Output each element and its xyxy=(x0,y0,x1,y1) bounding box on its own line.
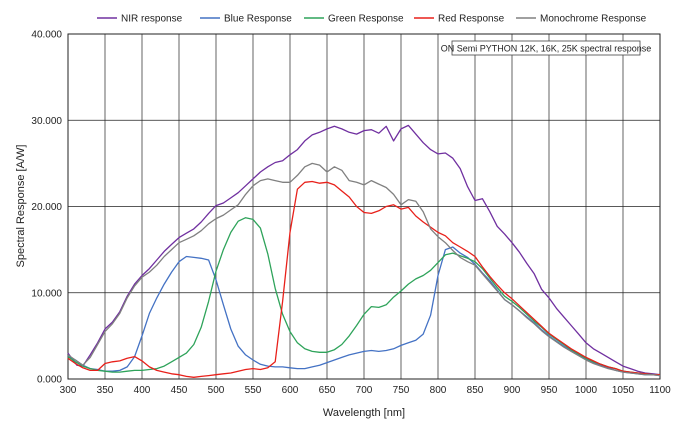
x-tick-label: 550 xyxy=(245,385,262,396)
axes xyxy=(67,33,661,380)
x-tick-label: 650 xyxy=(319,385,336,396)
x-axis-title: Wavelength [nm] xyxy=(323,407,405,419)
x-tick-label: 950 xyxy=(541,385,558,396)
series-line-red-response xyxy=(67,180,660,378)
y-tick-label: 0.000 xyxy=(37,375,62,386)
x-tick-label: 1050 xyxy=(612,385,635,396)
x-tick-label: 500 xyxy=(208,385,225,396)
legend-label: NIR response xyxy=(121,14,183,25)
legend-label: Monochrome Response xyxy=(540,14,647,25)
x-tick-label: 400 xyxy=(134,385,151,396)
x-tick-label: 450 xyxy=(171,385,188,396)
x-tick-label: 1100 xyxy=(649,385,671,396)
x-tick-label: 350 xyxy=(97,385,114,396)
x-tick-label: 900 xyxy=(504,385,521,396)
y-tick-label: 40.000 xyxy=(31,30,62,41)
plot-frame xyxy=(67,33,661,380)
x-tick-label: 850 xyxy=(467,385,484,396)
grid-lines xyxy=(67,33,661,380)
annotation-box: ON Semi PYTHON 12K, 16K, 25K spectral re… xyxy=(441,40,652,56)
y-tick-label: 10.000 xyxy=(31,288,62,299)
series-line-blue-response xyxy=(67,246,661,377)
x-tick-label: 600 xyxy=(282,385,299,396)
legend-label: Blue Response xyxy=(224,14,292,25)
y-tick-label: 30.000 xyxy=(31,116,62,127)
legend-label: Green Response xyxy=(328,14,404,25)
series-line-monochrome-response xyxy=(67,162,661,377)
y-tick-labels: 0.000 10.000 20.000 30.000 40.000 xyxy=(31,30,62,386)
y-tick-label: 20.000 xyxy=(31,202,62,213)
y-axis-title: Spectral Response [A/W] xyxy=(15,145,27,268)
series-line-green-response xyxy=(67,217,660,376)
series-line-nir-response xyxy=(67,124,661,376)
x-tick-label: 750 xyxy=(393,385,410,396)
x-tick-label: 800 xyxy=(430,385,447,396)
legend-label: Red Response xyxy=(438,14,505,25)
series-lines xyxy=(67,124,661,378)
x-tick-label: 300 xyxy=(60,385,77,396)
annotation-text: ON Semi PYTHON 12K, 16K, 25K spectral re… xyxy=(441,44,652,54)
x-tick-labels: 300 350 400 450 500 550 600 650 700 750 800 850 900 9… xyxy=(60,385,672,396)
legend: NIR response Blue Response Green Response R… xyxy=(97,14,647,25)
x-tick-label: 700 xyxy=(356,385,373,396)
x-tick-label: 1000 xyxy=(575,385,598,396)
